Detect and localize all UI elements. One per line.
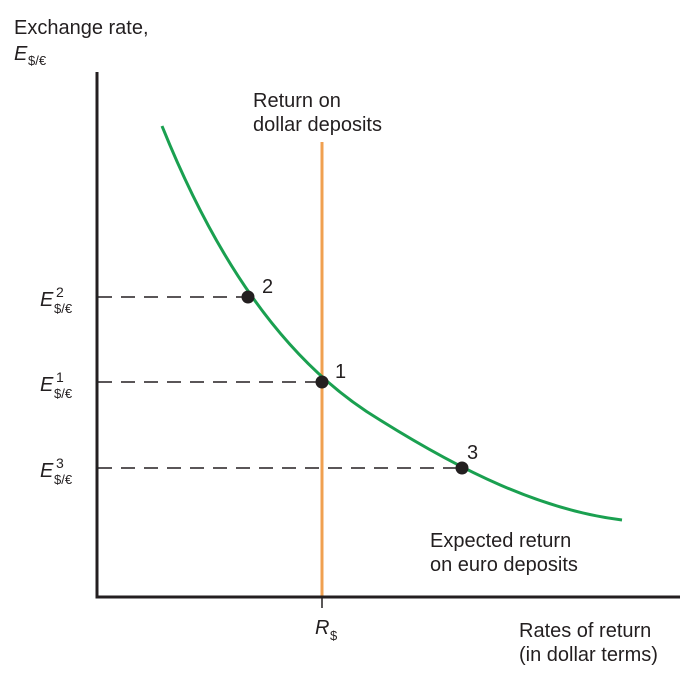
level-label-e3-letter: E — [40, 460, 54, 482]
dollar-deposits-label-line2: dollar deposits — [253, 114, 382, 136]
x-axis-label-line2: (in dollar terms) — [519, 644, 658, 666]
level-label-e2-letter: E — [40, 289, 54, 311]
level-label-e1-subscript: $/€ — [54, 386, 73, 401]
level-label-e1-superscript: 1 — [56, 369, 64, 385]
equilibrium-point-2 — [241, 290, 255, 304]
level-label-e2-subscript: $/€ — [54, 301, 73, 316]
y-axis-variable-letter: E — [14, 43, 28, 65]
euro-deposits-label-line2: on euro deposits — [430, 554, 578, 576]
point-label-1: 1 — [335, 361, 346, 383]
level-label-e1: E 1 $/€ — [40, 369, 73, 401]
euro-deposits-label-line1: Expected return — [430, 530, 571, 552]
y-axis-label: Exchange rate, — [14, 17, 149, 39]
x-axis-label-line1: Rates of return — [519, 620, 651, 642]
level-label-e1-letter: E — [40, 374, 54, 396]
x-axis-tick-label: R $ — [315, 617, 338, 643]
point-label-3: 3 — [467, 442, 478, 464]
level-label-e2-superscript: 2 — [56, 284, 64, 300]
y-axis-variable: E $/€ — [14, 43, 47, 68]
x-axis-tick-subscript: $ — [330, 628, 338, 643]
level-label-e3: E 3 $/€ — [40, 455, 73, 487]
level-label-e3-superscript: 3 — [56, 455, 64, 471]
x-axis-tick-letter: R — [315, 617, 329, 639]
point-label-2: 2 — [262, 276, 273, 298]
euro-deposits-expected-return-curve — [160, 125, 623, 522]
equilibrium-point-1 — [315, 375, 329, 389]
dollar-deposits-label-line1: Return on — [253, 90, 341, 112]
equilibrium-point-3 — [455, 461, 469, 475]
y-axis-variable-subscript: $/€ — [28, 53, 47, 68]
level-label-e3-subscript: $/€ — [54, 472, 73, 487]
level-label-e2: E 2 $/€ — [40, 284, 73, 316]
